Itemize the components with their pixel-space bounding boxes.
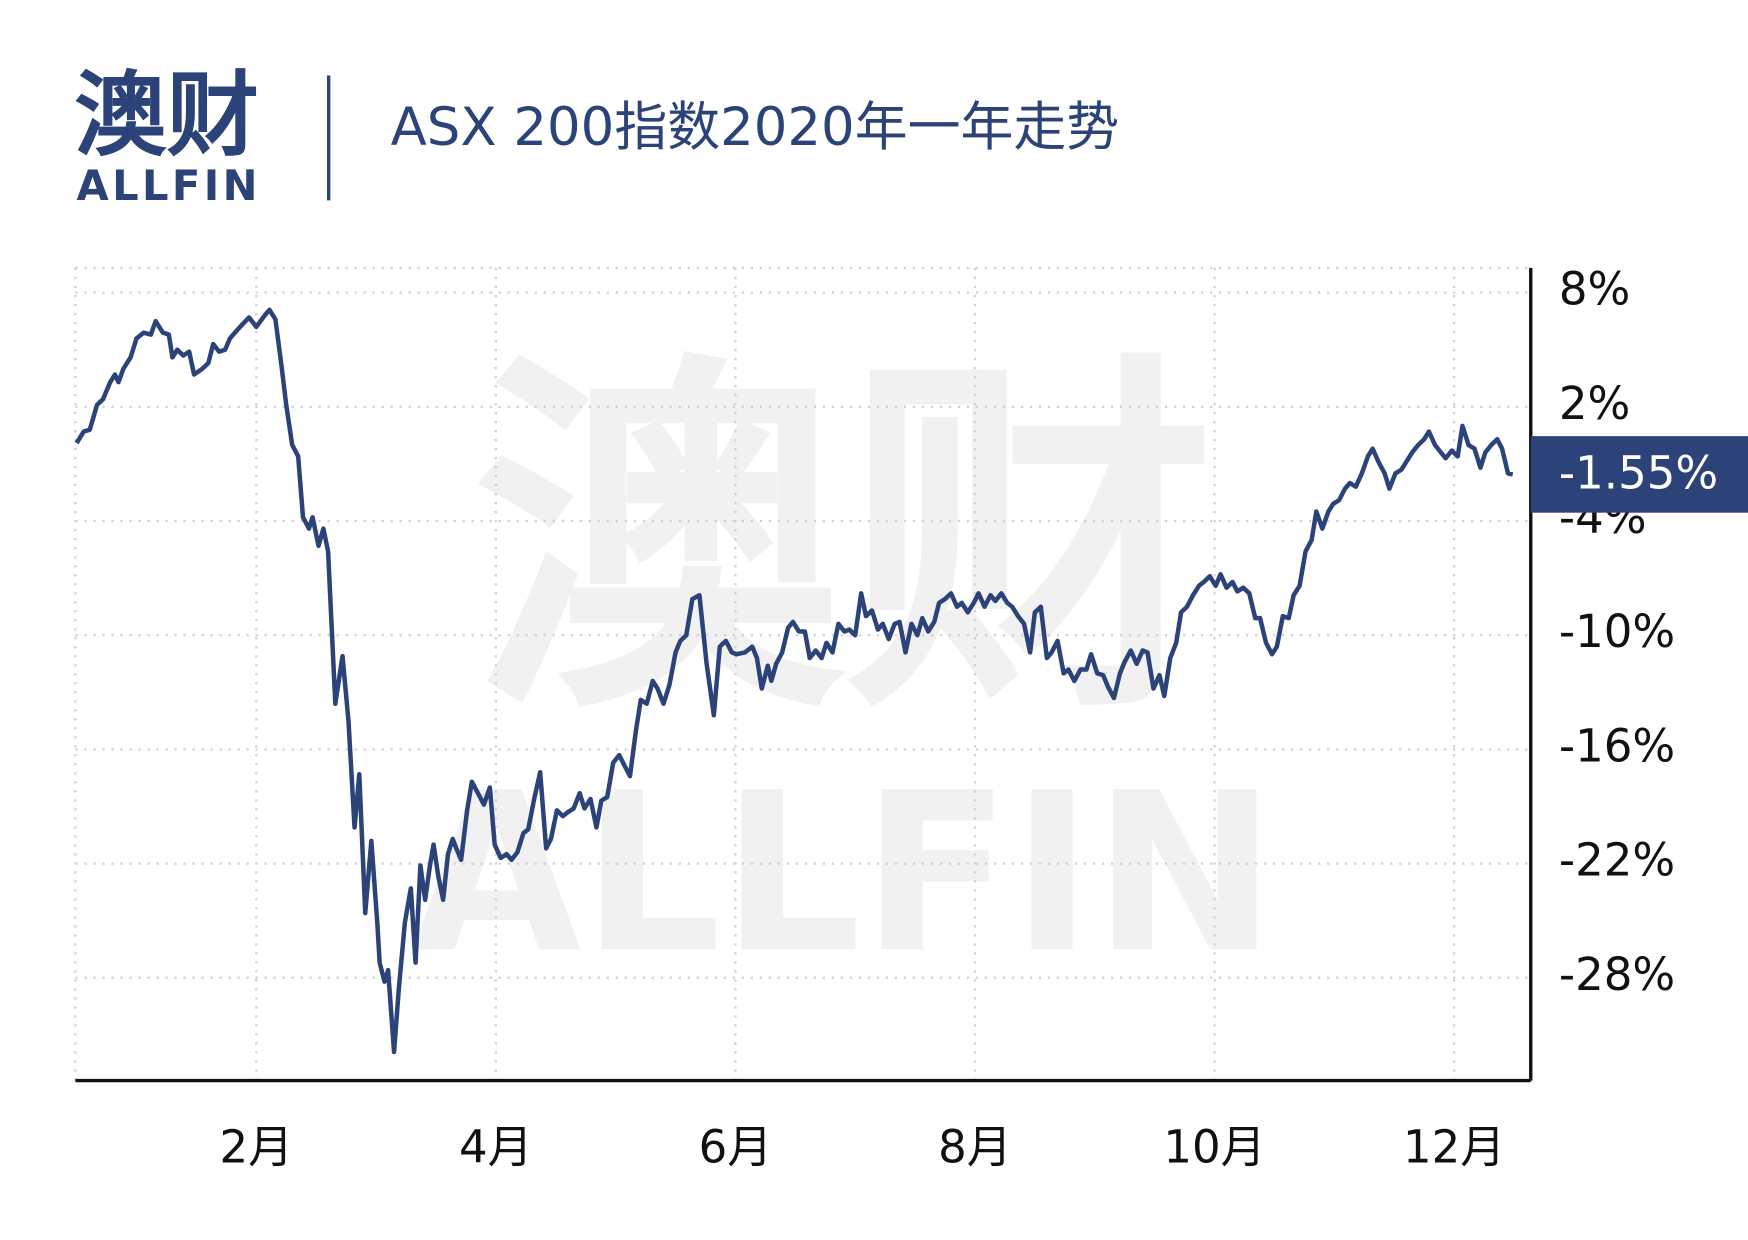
y-tick-label: 2%	[1559, 377, 1630, 430]
x-tick-label: 10月	[1163, 1120, 1265, 1173]
last-value-label: -1.55%	[1559, 447, 1718, 500]
y-tick-label: -22%	[1559, 834, 1675, 887]
watermark-name: 澳财	[473, 325, 1216, 758]
logo-name: 澳财	[74, 61, 259, 169]
y-tick-label: -10%	[1559, 605, 1675, 658]
watermark: 澳财 ALLFIN	[412, 325, 1277, 1001]
y-tick-label: -28%	[1559, 948, 1675, 1001]
logo-brand: ALLFIN	[77, 161, 261, 210]
last-value-box	[1530, 436, 1748, 513]
chart-title: ASX 200指数2020年一年走势	[391, 97, 1120, 158]
data-line	[74, 307, 1514, 1055]
x-tick-label: 2月	[219, 1120, 293, 1173]
x-tick-label: 8月	[938, 1120, 1012, 1173]
x-tick-label: 6月	[699, 1120, 773, 1173]
y-tick-label: 8%	[1559, 263, 1630, 316]
x-tick-label: 4月	[459, 1120, 533, 1173]
y-tick-label: -16%	[1559, 719, 1675, 772]
x-tick-label: 12月	[1403, 1120, 1505, 1173]
watermark-brand: ALLFIN	[412, 745, 1277, 1001]
